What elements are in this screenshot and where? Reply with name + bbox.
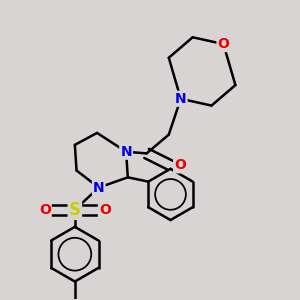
Text: O: O [218, 37, 230, 51]
Text: O: O [174, 158, 186, 172]
Text: S: S [69, 201, 81, 219]
Text: O: O [39, 203, 51, 217]
Text: N: N [93, 181, 105, 195]
Text: O: O [99, 203, 111, 217]
Text: N: N [175, 92, 187, 106]
Text: N: N [120, 145, 132, 159]
